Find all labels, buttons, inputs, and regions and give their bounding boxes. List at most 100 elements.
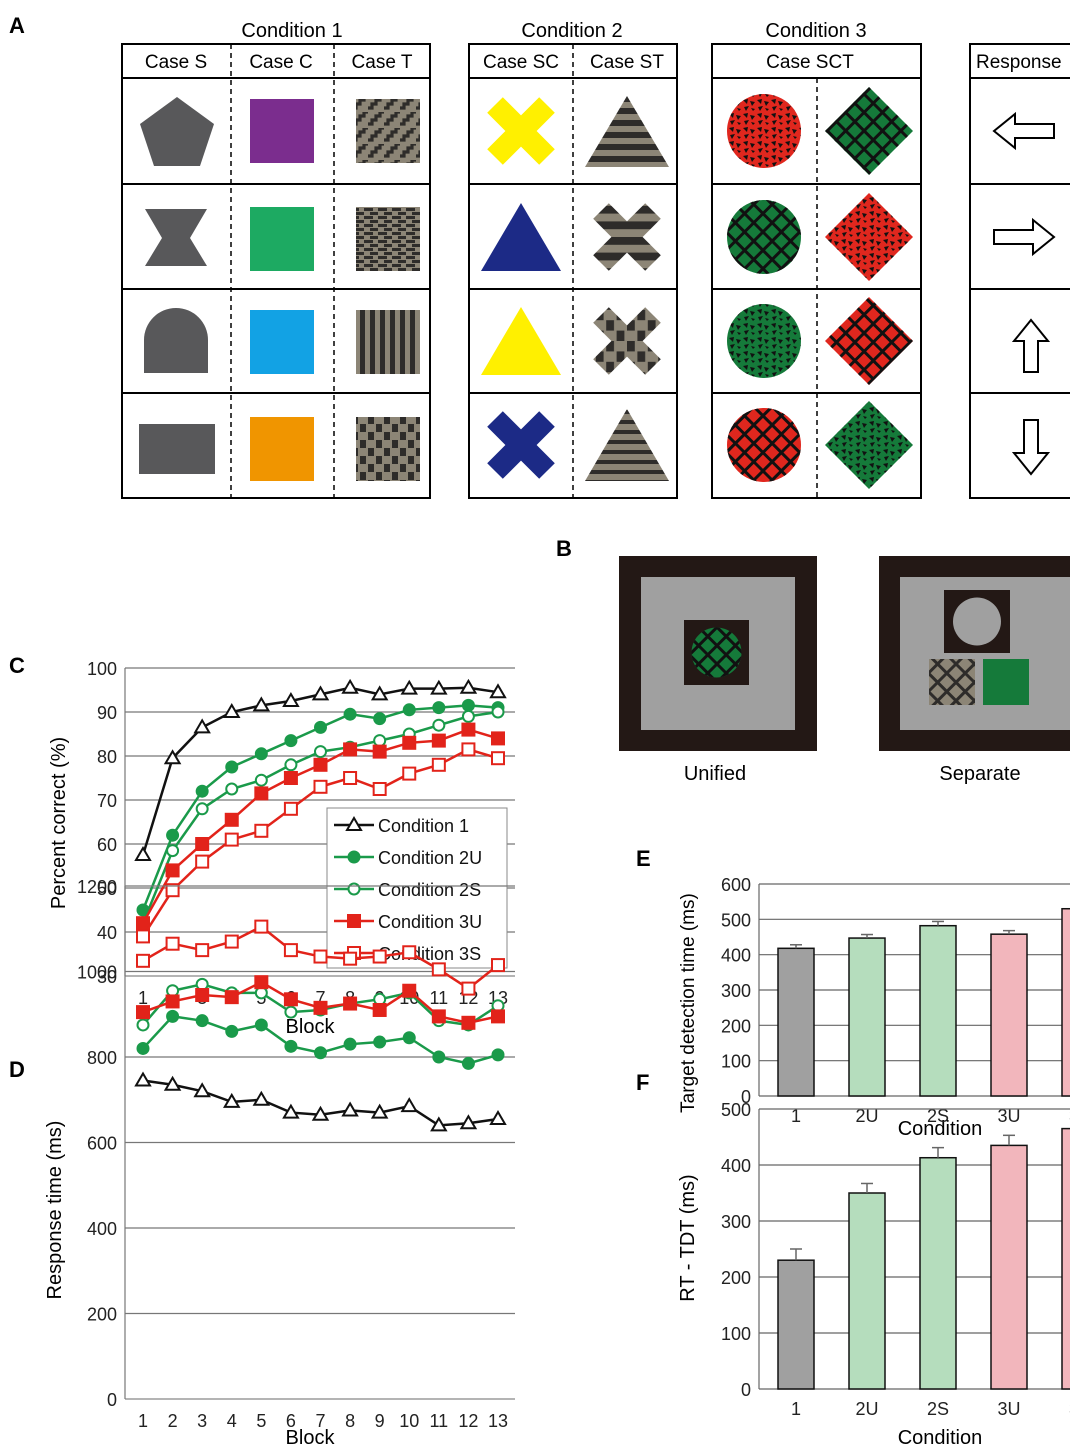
separate-label: Separate xyxy=(939,763,1020,785)
x-tick-label: 3 xyxy=(197,1411,207,1431)
data-point-marker xyxy=(311,685,330,701)
data-point-marker xyxy=(491,751,505,766)
y-tick-label: 400 xyxy=(721,946,751,966)
separate-shape-circle xyxy=(953,597,1001,646)
data-point-marker xyxy=(225,760,239,774)
x-tick-label: 3S xyxy=(1069,1399,1070,1419)
data-point-marker xyxy=(195,837,210,851)
data-point-marker xyxy=(195,943,210,958)
yellow-triangle xyxy=(481,307,561,375)
blue-triangle xyxy=(481,203,561,271)
data-point-marker xyxy=(370,685,389,701)
data-point-marker xyxy=(136,1005,150,1020)
y-tick-label: 80 xyxy=(97,747,117,767)
data-point-marker xyxy=(284,734,298,748)
data-point-marker xyxy=(313,757,328,772)
data-point-marker xyxy=(373,712,387,726)
data-point-marker xyxy=(254,747,268,761)
data-point-marker xyxy=(432,701,446,715)
data-point-marker xyxy=(134,1071,152,1087)
bar xyxy=(990,1144,1028,1390)
data-point-marker xyxy=(461,981,476,996)
x-tick-label: 10 xyxy=(399,1411,419,1431)
y-tick-label: 800 xyxy=(87,1048,117,1068)
sct-circle-texture xyxy=(727,200,801,274)
bowtie-shape xyxy=(145,209,207,266)
data-point-marker xyxy=(461,722,476,737)
data-point-marker xyxy=(431,733,446,748)
bar xyxy=(990,933,1028,1097)
data-point-marker xyxy=(134,846,152,861)
y-tick-label: 200 xyxy=(721,1016,751,1036)
condition-2-table: Case SC Case ST xyxy=(468,43,678,499)
data-point-marker xyxy=(254,1018,268,1032)
condition-3-title: Condition 3 xyxy=(765,20,866,42)
data-point-marker xyxy=(282,692,300,707)
data-point-marker xyxy=(165,863,180,878)
condition-1-table: Case S Case C Case T xyxy=(121,43,431,499)
legend-label: Condition 1 xyxy=(378,816,469,836)
data-point-marker xyxy=(163,749,182,765)
data-point-marker xyxy=(136,1041,150,1055)
data-point-marker xyxy=(432,1050,446,1064)
data-point-marker xyxy=(402,945,417,960)
data-point-marker xyxy=(430,1116,448,1132)
data-point-marker xyxy=(491,1009,505,1024)
data-point-marker xyxy=(343,996,358,1011)
d-x-axis-label: Block xyxy=(286,1427,336,1449)
y-tick-label: 200 xyxy=(87,1305,117,1325)
data-point-marker xyxy=(313,779,328,794)
sct-diamond-texture xyxy=(825,401,913,489)
sct-circle-texture xyxy=(727,304,801,378)
y-tick-label: 0 xyxy=(741,1087,751,1107)
y-tick-label: 0 xyxy=(107,1390,117,1410)
data-point-marker xyxy=(136,1018,150,1032)
sct-diamond-texture xyxy=(825,297,913,385)
c-x-axis-label: Block xyxy=(286,1016,336,1038)
data-point-marker xyxy=(166,844,180,858)
data-point-marker xyxy=(402,766,417,781)
condition-3-table: Case SCT xyxy=(711,43,922,499)
sct-diamond-texture xyxy=(825,193,913,281)
data-point-marker xyxy=(283,801,298,816)
data-point-marker xyxy=(223,1092,241,1108)
e-x-axis-label: Condition xyxy=(898,1118,983,1140)
panel-d-response-time-chart: D Response time (ms) Block 0 200 400 600 800… xyxy=(9,877,515,1449)
data-point-marker xyxy=(193,718,211,734)
data-point-marker xyxy=(225,1024,239,1038)
x-tick-label: 5 xyxy=(256,1411,266,1431)
data-point-marker xyxy=(283,992,298,1007)
data-point-marker xyxy=(372,949,387,964)
c-y-axis-label: Percent correct (%) xyxy=(48,737,70,909)
data-point-marker xyxy=(283,771,298,785)
header-case-sc: Case SC xyxy=(483,52,559,73)
data-point-marker xyxy=(252,1090,271,1106)
y-tick-label: 400 xyxy=(87,1219,117,1239)
x-tick-label: 1 xyxy=(138,1411,148,1431)
panel-label-c: C xyxy=(9,653,25,678)
checkered-cross xyxy=(593,307,661,375)
unified-label: Unified xyxy=(684,763,746,785)
data-point-marker xyxy=(283,943,298,958)
data-point-marker xyxy=(343,771,358,785)
panel-f-rt-minus-tdt-chart: F RT - TDT (ms) Condition 0 100 200 300 400 5… xyxy=(636,1070,1070,1449)
data-point-marker xyxy=(166,1009,180,1023)
panel-label-e: E xyxy=(636,846,651,871)
data-point-marker xyxy=(166,828,180,842)
data-point-marker xyxy=(284,1039,298,1053)
x-tick-label: 12 xyxy=(458,1411,478,1431)
data-point-marker xyxy=(343,707,357,721)
y-tick-label: 90 xyxy=(97,703,117,723)
data-point-marker xyxy=(224,832,239,847)
data-point-marker xyxy=(402,735,417,750)
data-point-marker xyxy=(314,1046,327,1060)
separate-display xyxy=(879,556,1070,751)
y-tick-label: 70 xyxy=(97,791,117,811)
green-square xyxy=(250,207,314,271)
data-point-marker xyxy=(400,1097,418,1113)
data-point-marker xyxy=(195,988,210,1003)
pentagon-shape xyxy=(140,97,214,166)
data-point-marker xyxy=(461,742,476,757)
y-tick-label: 1000 xyxy=(77,963,117,983)
